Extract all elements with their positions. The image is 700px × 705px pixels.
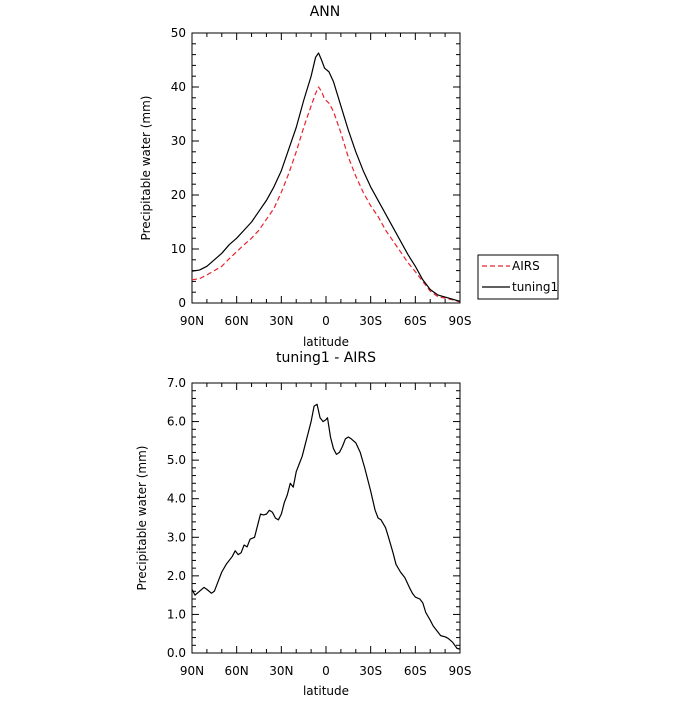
top-panel-ylabel: Precipitable water (mm) <box>139 96 153 241</box>
top-x-tick-label: 60S <box>404 314 427 328</box>
bottom-x-tick-label: 60N <box>225 664 249 678</box>
bottom-y-tick-label: 6.0 <box>167 415 186 429</box>
bottom-x-tick-label: 90S <box>449 664 472 678</box>
top-panel: ANN 90N 60N 30N 0 30S 60S 90S 0 10 20 30 40 50 latit… <box>139 4 559 349</box>
bottom-x-tick-label: 60S <box>404 664 427 678</box>
top-y-tick-label: 30 <box>171 134 186 148</box>
top-panel-ticks: 90N 60N 30N 0 30S 60S 90S 0 10 20 30 40 50 <box>171 26 472 328</box>
top-x-tick-label: 30S <box>359 314 382 328</box>
top-x-tick-label: 30N <box>269 314 293 328</box>
bottom-panel: tuning1 - AIRS 90N 60N 30N 0 30S 60S 90S 0.0 1.0… <box>135 350 471 698</box>
top-y-tick-label: 40 <box>171 80 186 94</box>
bottom-y-tick-label: 0.0 <box>167 646 186 660</box>
legend-label-airs: AIRS <box>512 259 540 273</box>
top-panel-series <box>191 52 461 303</box>
legend: AIRS tuning1 <box>477 254 559 300</box>
bottom-x-tick-label: 30S <box>359 664 382 678</box>
top-x-tick-label: 90N <box>180 314 204 328</box>
bottom-y-tick-label: 1.0 <box>167 607 186 621</box>
bottom-x-tick-label: 30N <box>269 664 293 678</box>
top-y-tick-label: 10 <box>171 242 186 256</box>
top-y-tick-label: 0 <box>178 296 186 310</box>
top-y-tick-label: 50 <box>171 26 186 40</box>
bottom-y-tick-label: 2.0 <box>167 569 186 583</box>
bottom-panel-xlabel: latitude <box>303 684 349 698</box>
top-series-line-airs <box>191 86 461 303</box>
top-panel-frame <box>191 32 461 304</box>
bottom-panel-title: tuning1 - AIRS <box>276 350 376 366</box>
top-panel-title: ANN <box>310 4 341 20</box>
bottom-y-tick-label: 3.0 <box>167 530 186 544</box>
bottom-y-tick-label: 5.0 <box>167 453 186 467</box>
top-x-tick-label: 90S <box>449 314 472 328</box>
bottom-y-tick-label: 4.0 <box>167 492 186 506</box>
top-panel-xlabel: latitude <box>303 335 349 349</box>
bottom-series-line-0 <box>191 403 461 650</box>
top-y-tick-label: 20 <box>171 188 186 202</box>
legend-label-tuning1: tuning1 <box>512 280 558 294</box>
bottom-panel-ticks: 90N 60N 30N 0 30S 60S 90S 0.0 1.0 2.0 3.0 4.0 5.0 6.0… <box>167 376 472 678</box>
bottom-y-tick-label: 7.0 <box>167 376 186 390</box>
legend-box <box>477 254 559 300</box>
bottom-panel-series <box>191 403 461 650</box>
top-x-tick-label: 60N <box>225 314 249 328</box>
bottom-x-tick-label: 90N <box>180 664 204 678</box>
bottom-x-tick-label: 0 <box>322 664 330 678</box>
bottom-panel-ylabel: Precipitable water (mm) <box>135 446 149 591</box>
top-x-tick-label: 0 <box>322 314 330 328</box>
bottom-panel-frame <box>191 382 461 654</box>
top-series-line-tuning1 <box>191 52 461 302</box>
